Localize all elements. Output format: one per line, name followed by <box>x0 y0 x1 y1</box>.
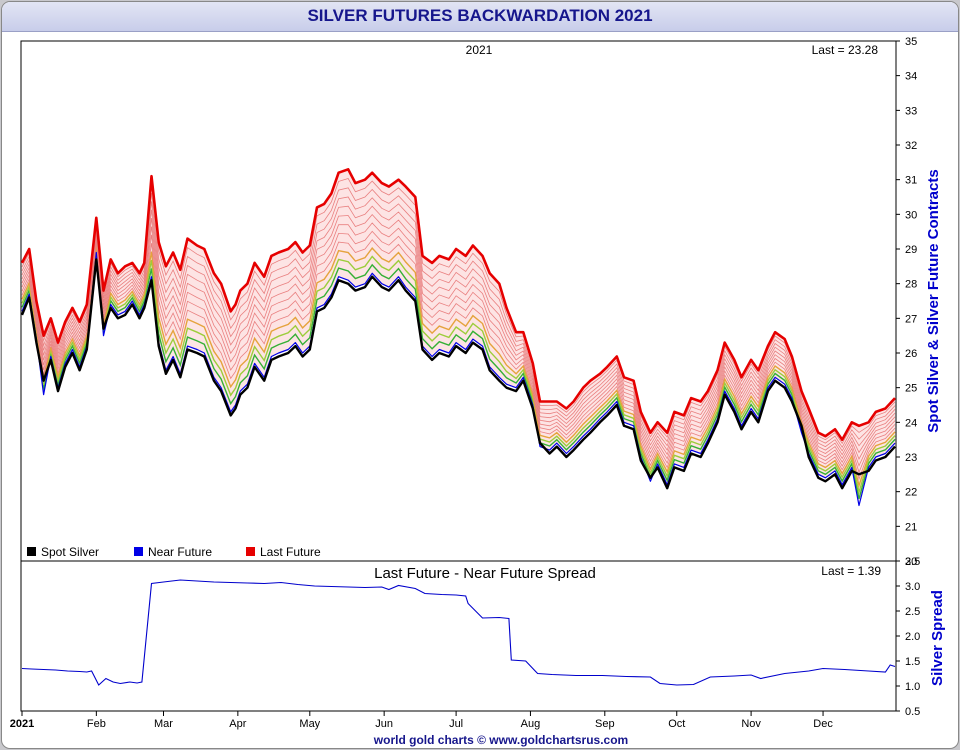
spread-title: Last Future - Near Future Spread <box>374 565 596 582</box>
price-y-tick-label: 34 <box>905 71 917 83</box>
price-y-tick-label: 29 <box>905 244 917 256</box>
legend: Spot Silver Near Future Last Future <box>27 545 321 559</box>
contract-line <box>21 213 896 460</box>
x-tick-label: Jul <box>449 718 463 730</box>
spread-plot-area <box>20 560 897 712</box>
price-y-tick-label: 25 <box>905 383 917 395</box>
contract-line <box>21 239 896 481</box>
legend-swatch-spot <box>27 547 36 556</box>
spread-y-tick-label: 1.5 <box>905 656 920 668</box>
legend-item-last: Last Future <box>246 545 321 559</box>
legend-label-near: Near Future <box>148 545 212 559</box>
price-y-tick-label: 28 <box>905 279 917 291</box>
price-y-tick-label: 20 <box>905 556 917 568</box>
x-tick-label: Sep <box>595 718 615 730</box>
spread-last-annotation: Last = 1.39 <box>821 564 881 578</box>
spread-y-tick-label: 3.5 <box>905 556 920 568</box>
x-tick-label: Jun <box>375 718 393 730</box>
legend-swatch-last <box>246 547 255 556</box>
price-y-tick-label: 21 <box>905 521 917 533</box>
price-last-annotation: Last = 23.28 <box>812 43 879 57</box>
legend-label-spot: Spot Silver <box>41 545 99 559</box>
x-tick-label: Aug <box>521 718 541 730</box>
legend-item-spot: Spot Silver <box>27 545 99 559</box>
x-tick-label: 2021 <box>10 718 34 730</box>
price-y-tick-label: 30 <box>905 209 917 221</box>
contract-line <box>21 246 896 495</box>
spread-y-tick-label: 1.0 <box>905 681 920 693</box>
spread-y-tick-label: 2.0 <box>905 631 920 643</box>
spot-silver-line <box>20 258 896 490</box>
x-tick-label: Dec <box>813 718 833 730</box>
date-x-axis: 2021 Feb Mar Apr May Jun Jul Aug Sep Oct Nov Dec <box>10 711 833 730</box>
price-y-tick-label: 31 <box>905 175 917 187</box>
spread-series <box>21 579 896 686</box>
price-y-tick-label: 32 <box>905 140 917 152</box>
price-y-label: Spot Silver & Silver Future Contracts <box>925 169 942 432</box>
price-y-tick-label: 26 <box>905 348 917 360</box>
price-y-axis: 20 21 22 23 24 25 26 27 28 29 30 31 32 33 34 35 <box>896 36 917 568</box>
contract-line <box>21 243 896 489</box>
contract-line <box>21 196 896 452</box>
legend-label-last: Last Future <box>260 545 321 559</box>
spread-y-label: Silver Spread <box>929 590 946 686</box>
contract-line <box>21 187 896 448</box>
spread-y-tick-label: 3.0 <box>905 581 920 593</box>
x-tick-label: Apr <box>229 718 246 730</box>
x-tick-label: Mar <box>154 718 173 730</box>
footer-credit: world gold charts © www.goldchartsrus.co… <box>373 733 628 747</box>
contract-line <box>21 249 896 500</box>
legend-item-near: Near Future <box>134 545 212 559</box>
spread-y-axis: 0.5 1.0 1.5 2.0 2.5 3.0 3.5 <box>896 556 920 718</box>
x-tick-label: May <box>299 718 320 730</box>
title-bar: SILVER FUTURES BACKWARDATION 2021 <box>2 2 958 32</box>
price-y-tick-label: 23 <box>905 452 917 464</box>
x-tick-label: Feb <box>87 718 106 730</box>
price-y-tick-label: 27 <box>905 313 917 325</box>
chart-title: SILVER FUTURES BACKWARDATION 2021 <box>307 6 653 25</box>
price-y-tick-label: 35 <box>905 36 917 48</box>
contract-line <box>21 222 896 467</box>
contract-line <box>21 230 896 474</box>
price-subtitle: 2021 <box>466 43 493 57</box>
x-tick-label: Oct <box>668 718 685 730</box>
last-future-line <box>20 168 896 441</box>
price-y-tick-label: 33 <box>905 105 917 117</box>
spread-y-tick-label: 2.5 <box>905 606 920 618</box>
price-lines <box>20 168 896 507</box>
contract-fan <box>21 169 896 506</box>
spread-line <box>21 579 896 686</box>
price-y-tick-label: 22 <box>905 487 917 499</box>
spread-panel: 0.5 1.0 1.5 2.0 2.5 3.0 3.5 Last Future - Near… <box>20 556 946 718</box>
contract-line <box>21 205 896 456</box>
price-y-tick-label: 24 <box>905 417 917 429</box>
legend-swatch-near <box>134 547 143 556</box>
spread-y-tick-label: 0.5 <box>905 706 920 718</box>
x-tick-label: Nov <box>741 718 761 730</box>
